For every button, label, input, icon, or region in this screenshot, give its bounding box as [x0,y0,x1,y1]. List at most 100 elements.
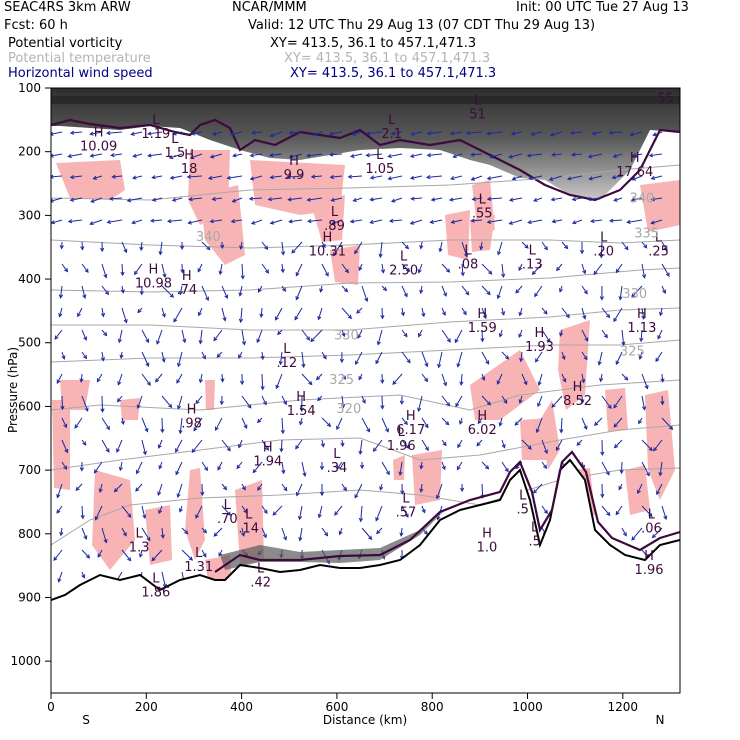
wind-arrow [658,461,663,477]
wind-arrow [116,395,123,403]
wind-arrow [126,197,143,203]
wind-arrow [380,373,385,384]
wind-arrow [101,329,108,337]
wind-arrow [530,131,543,136]
lh-value: 18 [181,162,198,177]
wind-arrow [156,329,163,345]
wind-arrow [399,395,404,405]
wind-arrow [380,395,385,410]
wind-arrow [541,439,548,455]
wind-arrow [456,351,463,368]
lh-label: L1.05 [365,148,394,177]
wind-arrow [400,483,405,495]
wind-arrow [661,241,668,251]
x-axis-title: Distance (km) [323,713,407,727]
wind-arrow [437,351,443,369]
wind-arrow [450,219,463,224]
wind-arrow [137,307,143,314]
wind-arrow [113,483,123,493]
legend-pv-label: Potential vorticity [8,36,123,51]
legend-pv-xy: XY= 413.5, 36.1 to 457.1,471.3 [270,36,477,51]
wind-arrow [631,285,643,298]
wind-arrow [390,197,403,203]
wind-arrow [69,130,83,135]
wind-arrow [198,373,203,384]
wind-arrow [611,175,623,180]
wind-arrow [175,461,183,476]
wind-arrow [191,439,203,454]
forecast-hour: Fcst: 60 h [4,18,68,33]
wind-arrow [100,307,106,318]
wind-arrow [448,197,463,202]
wind-arrow [629,131,643,137]
wind-arrow [171,197,183,202]
wind-arrow [209,219,223,224]
wind-arrow [236,461,243,470]
wind-arrow [581,263,587,275]
lh-letter: H [187,403,197,418]
wind-arrow [650,219,663,225]
lh-label: L.55 [472,192,493,221]
wind-arrow [161,307,166,318]
wind-arrow [457,439,463,449]
wind-arrow [613,197,623,202]
wind-arrow [361,395,366,404]
legend-wind-xy: XY= 413.5, 36.1 to 457.1,471.3 [290,66,497,81]
wind-arrow [549,131,563,137]
wind-arrow [638,351,643,360]
wind-arrow [418,329,423,338]
wind-arrow [341,263,349,274]
wind-arrow [240,373,245,386]
wind-arrow [419,285,424,295]
wind-arrow [501,439,506,449]
wind-arrow [354,241,363,255]
lh-value: 1.31 [184,560,213,575]
wind-arrow [392,373,403,385]
wind-arrow [81,329,88,341]
wind-arrow [361,417,370,433]
wind-arrow [57,571,63,583]
wind-arrow [221,285,229,300]
wind-arrow [376,329,383,346]
wind-arrow [365,131,383,136]
wind-arrow [341,373,347,380]
wind-arrow [100,241,105,253]
lh-letter: L [402,492,410,507]
wind-arrow [648,153,663,158]
wind-arrow [133,263,143,276]
wind-arrow [339,351,345,364]
wind-arrow [96,373,103,383]
wind-arrow [336,417,343,431]
wind-arrow [390,131,403,136]
lh-letter: L [400,250,408,265]
wind-arrow [157,439,163,449]
wind-arrow [51,131,63,136]
wind-arrow [189,153,203,160]
wind-arrow [641,241,648,249]
wind-arrow [331,219,343,225]
wind-arrow [641,461,650,477]
wind-arrow [615,263,623,274]
wind-arrow [173,307,183,323]
wind-arrow [425,175,443,180]
wind-arrow [158,505,163,515]
wind-arrow [321,527,329,537]
lh-letter: L [474,94,482,109]
lh-label: L1.86 [141,571,170,600]
lh-label: L.13 [522,243,543,272]
lh-letter: H [535,326,545,341]
wind-arrow [269,152,283,158]
wind-arrow [121,527,127,537]
theta-labels: 340 335 330 330 325 325 320 340 [196,192,659,417]
lh-letter: L [529,243,537,258]
pv-region [330,245,360,285]
wind-arrow [519,351,524,363]
wind-arrow [658,307,664,317]
y-tick-label: 1000 [10,654,41,668]
wind-arrow [421,307,426,318]
wind-arrow [92,175,103,180]
wind-arrow [581,329,589,342]
wind-arrow [341,307,352,320]
wind-arrow [77,307,83,318]
y-tick-label: 800 [18,527,41,541]
